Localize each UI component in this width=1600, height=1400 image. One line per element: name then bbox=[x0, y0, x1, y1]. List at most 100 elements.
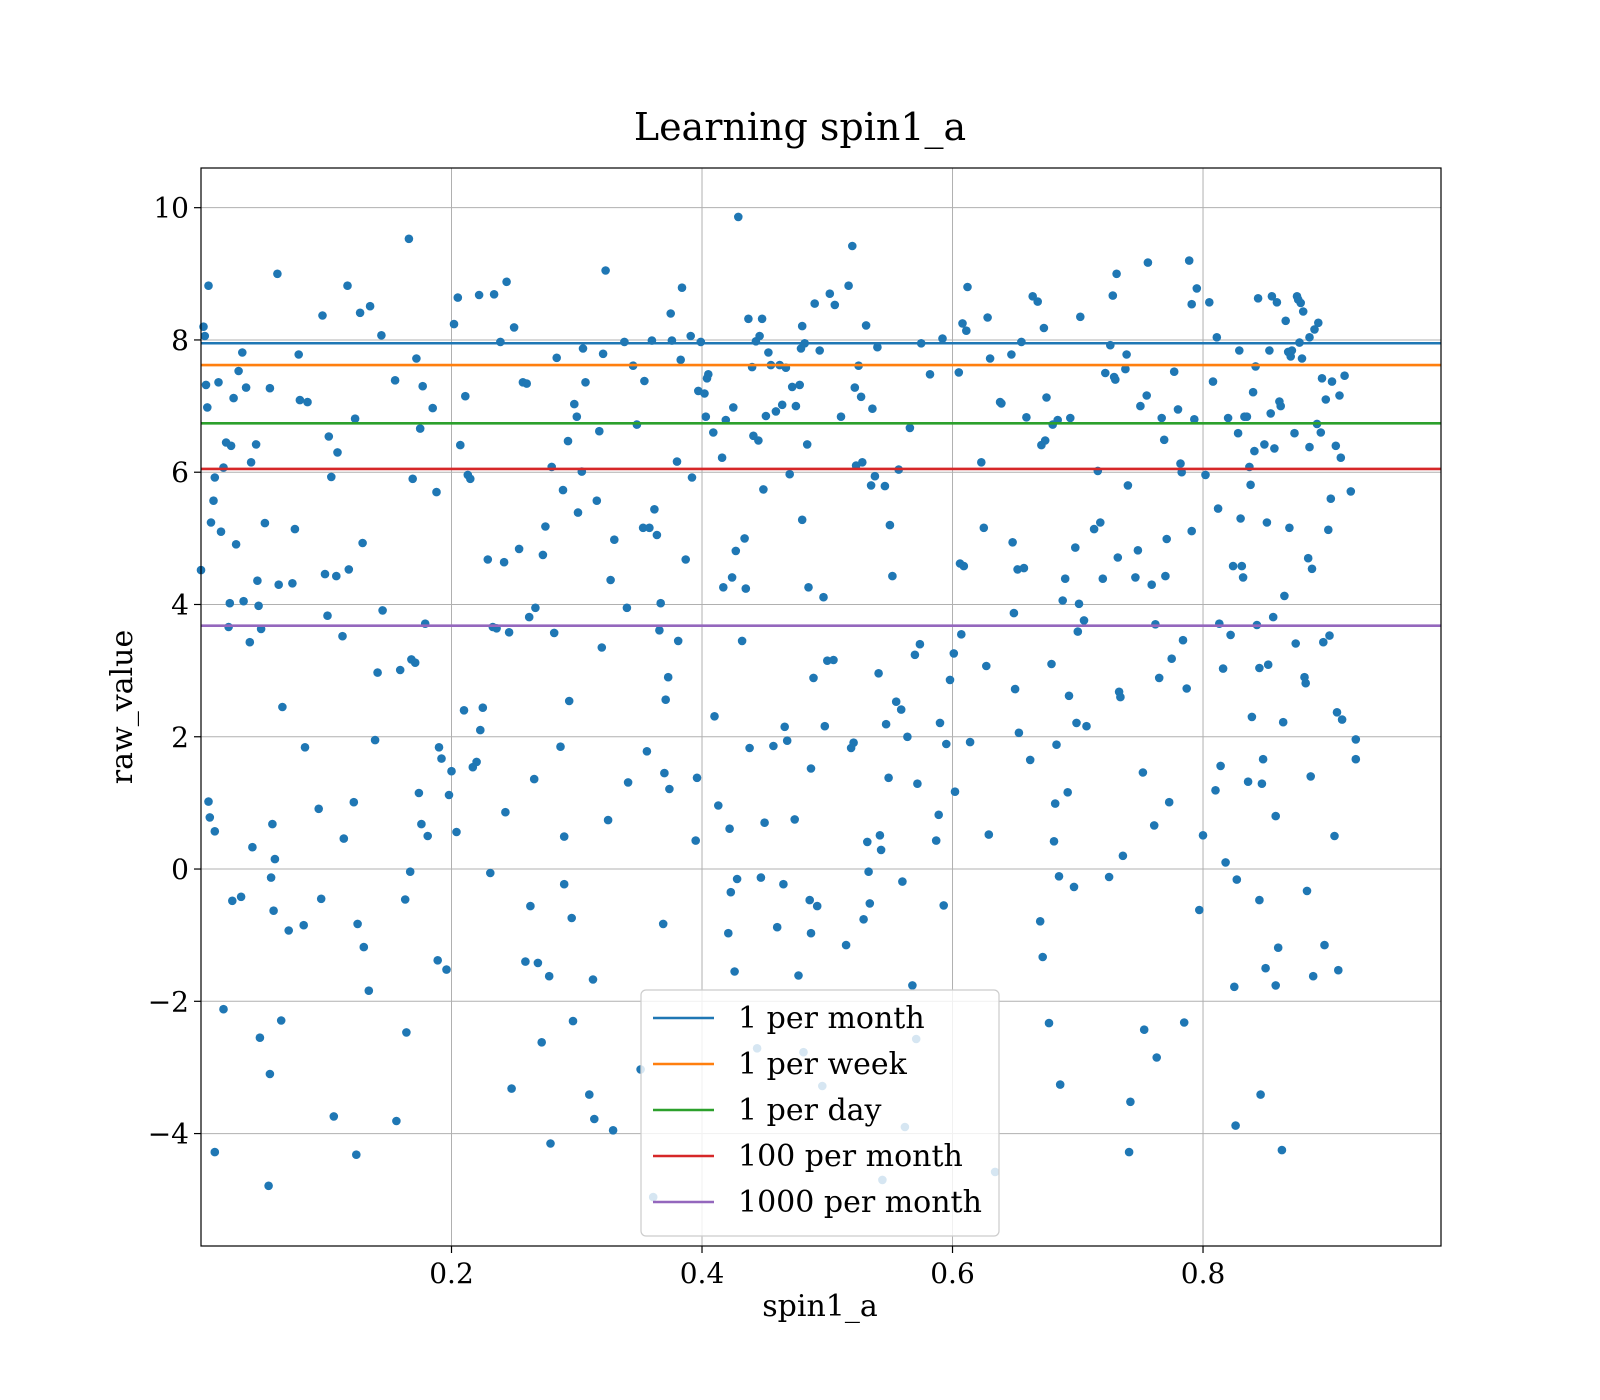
data-point bbox=[314, 804, 324, 814]
data-point bbox=[710, 712, 719, 721]
data-point bbox=[239, 596, 248, 606]
data-point bbox=[881, 719, 891, 729]
data-point bbox=[806, 764, 816, 773]
data-point bbox=[597, 643, 607, 652]
data-point bbox=[1305, 333, 1314, 342]
data-point bbox=[343, 281, 352, 291]
data-point bbox=[830, 300, 840, 310]
data-point bbox=[1351, 735, 1361, 744]
data-point bbox=[241, 383, 251, 392]
data-point bbox=[318, 311, 327, 320]
data-point bbox=[364, 986, 374, 995]
data-point bbox=[544, 971, 554, 981]
data-point bbox=[290, 524, 300, 534]
data-point bbox=[950, 787, 960, 796]
data-point bbox=[1022, 413, 1031, 422]
data-point bbox=[804, 583, 813, 592]
data-point bbox=[836, 412, 846, 422]
data-point bbox=[1243, 777, 1253, 786]
data-point bbox=[1236, 514, 1245, 523]
data-point bbox=[1169, 367, 1179, 377]
data-point bbox=[444, 790, 454, 800]
data-point bbox=[1221, 858, 1230, 867]
data-point bbox=[1277, 1145, 1287, 1155]
data-point bbox=[724, 928, 733, 938]
data-point bbox=[686, 331, 695, 341]
data-point bbox=[954, 368, 964, 377]
data-point bbox=[1325, 631, 1334, 640]
data-point bbox=[1307, 564, 1317, 574]
data-point bbox=[1047, 659, 1056, 669]
data-point bbox=[1033, 297, 1042, 306]
data-point bbox=[209, 496, 218, 506]
data-point bbox=[590, 1114, 599, 1124]
data-point bbox=[727, 573, 737, 582]
data-point bbox=[1237, 561, 1247, 571]
data-point bbox=[324, 432, 334, 441]
data-point bbox=[1054, 872, 1064, 881]
data-point bbox=[701, 412, 711, 422]
data-point bbox=[820, 721, 830, 731]
data-point bbox=[437, 754, 446, 763]
data-point bbox=[472, 757, 481, 767]
data-point bbox=[358, 538, 367, 548]
data-point bbox=[509, 323, 519, 332]
data-point bbox=[1082, 721, 1091, 731]
legend-label: 1 per week bbox=[738, 1047, 908, 1082]
data-point bbox=[949, 649, 959, 658]
y-axis-ticks: −4 −2 0 2 4 6 8 10 bbox=[148, 192, 201, 1151]
data-point bbox=[717, 453, 727, 463]
y-axis-label: raw_value bbox=[105, 630, 140, 784]
data-point bbox=[676, 355, 685, 365]
data-point bbox=[732, 874, 742, 884]
data-point bbox=[785, 469, 794, 479]
data-point bbox=[273, 269, 282, 279]
data-point bbox=[1101, 368, 1110, 378]
data-point bbox=[412, 354, 421, 363]
data-point bbox=[246, 458, 256, 467]
data-point bbox=[373, 668, 382, 677]
data-point bbox=[795, 380, 804, 390]
data-point bbox=[1330, 831, 1339, 841]
data-point bbox=[1310, 325, 1319, 334]
data-point bbox=[726, 887, 736, 897]
data-point bbox=[863, 837, 872, 847]
data-point bbox=[704, 370, 713, 379]
data-point bbox=[274, 580, 284, 589]
data-point bbox=[1331, 441, 1341, 451]
data-point bbox=[1124, 1147, 1134, 1157]
data-point bbox=[700, 389, 709, 398]
data-point bbox=[1111, 375, 1120, 384]
data-point bbox=[861, 321, 871, 330]
data-point bbox=[1346, 487, 1356, 496]
data-point bbox=[1223, 413, 1233, 423]
data-point bbox=[866, 481, 876, 490]
data-point bbox=[253, 576, 262, 585]
data-point bbox=[849, 738, 858, 747]
data-point bbox=[1273, 943, 1283, 952]
y-tick-label: −4 bbox=[148, 1118, 189, 1151]
data-point bbox=[1151, 620, 1160, 629]
data-point bbox=[764, 348, 773, 357]
data-point bbox=[350, 414, 360, 424]
data-point bbox=[663, 672, 673, 682]
data-point bbox=[1314, 318, 1323, 328]
data-point bbox=[268, 819, 277, 829]
data-point bbox=[210, 1147, 220, 1157]
data-point bbox=[1303, 553, 1313, 563]
y-tick-label: 2 bbox=[171, 721, 189, 754]
legend-box bbox=[640, 989, 1000, 1237]
data-point bbox=[255, 1033, 265, 1042]
data-point bbox=[1161, 571, 1170, 581]
data-point bbox=[459, 706, 469, 715]
data-point bbox=[1136, 401, 1145, 411]
data-point bbox=[1253, 294, 1263, 303]
data-point bbox=[805, 895, 814, 905]
data-point bbox=[428, 403, 438, 413]
data-point bbox=[504, 628, 514, 637]
data-point bbox=[1113, 553, 1123, 562]
data-point bbox=[1098, 574, 1108, 583]
data-point bbox=[997, 399, 1006, 408]
data-point bbox=[985, 354, 995, 363]
data-point bbox=[757, 314, 767, 324]
